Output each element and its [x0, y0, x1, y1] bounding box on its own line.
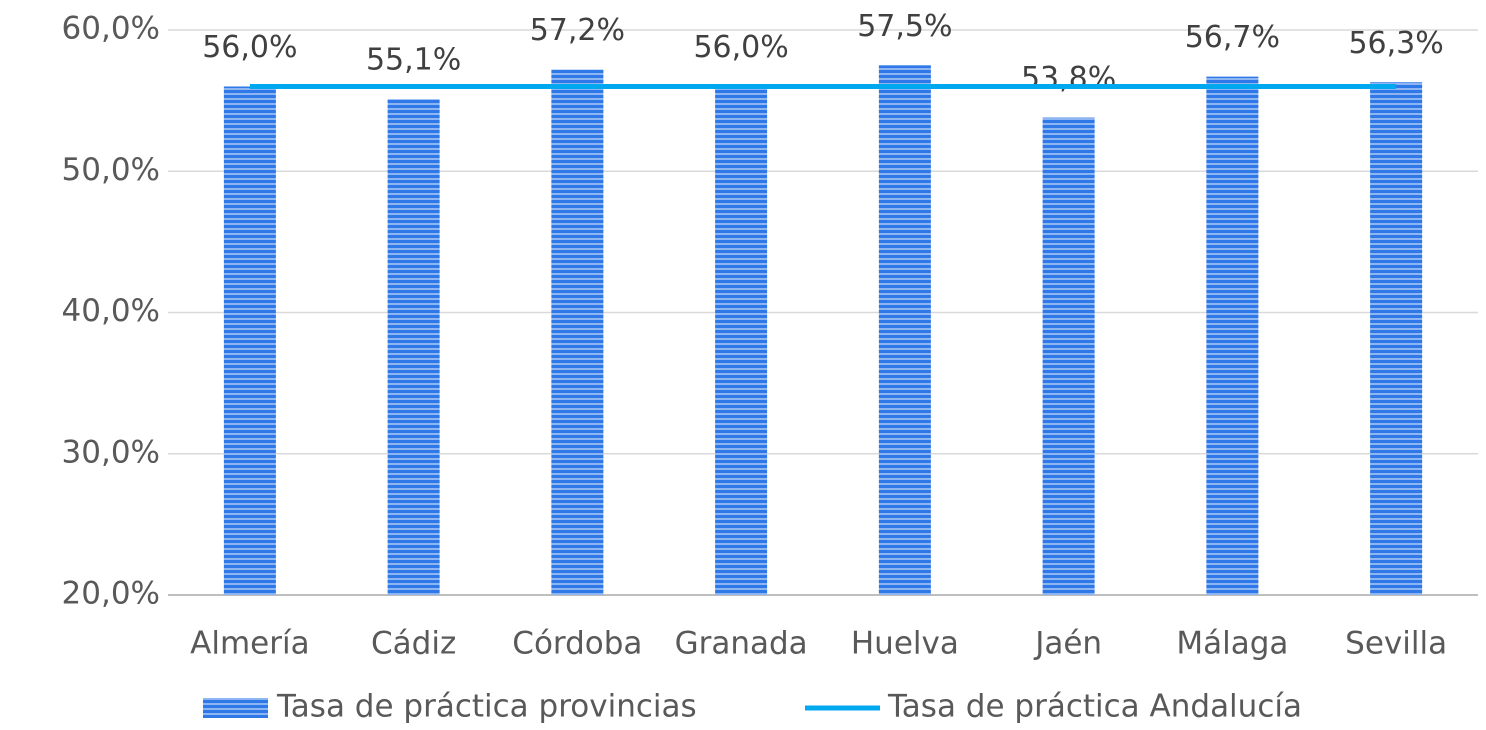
x-tick-label: Cádiz [371, 626, 456, 662]
bar [551, 69, 604, 596]
x-tick-label: Huelva [851, 626, 959, 662]
bar [1042, 117, 1095, 595]
x-tick-label: Sevilla [1345, 626, 1447, 662]
x-tick-label: Jaén [1033, 626, 1102, 662]
bar [223, 86, 276, 595]
bar [878, 65, 931, 595]
y-tick-label: 40,0% [62, 293, 160, 329]
y-tick-label: 30,0% [62, 434, 160, 470]
data-label: 57,5% [857, 9, 952, 44]
data-label: 53,8% [1021, 61, 1116, 96]
y-tick-label: 50,0% [62, 152, 160, 188]
y-tick-label: 20,0% [62, 576, 160, 612]
data-label: 55,1% [366, 43, 461, 78]
data-label: 56,0% [693, 30, 788, 65]
x-tick-label: Granada [675, 626, 808, 662]
bar [1370, 82, 1423, 595]
legend-swatch [203, 698, 268, 718]
data-label: 56,0% [202, 30, 297, 65]
data-label: 56,3% [1348, 26, 1443, 61]
legend-label: Tasa de práctica provincias [276, 689, 697, 725]
x-tick-label: Almería [190, 626, 309, 662]
data-label: 56,7% [1185, 20, 1280, 55]
y-tick-label: 60,0% [62, 11, 160, 47]
data-label: 57,2% [530, 13, 625, 48]
bar [387, 99, 440, 596]
bar [715, 86, 768, 595]
bar [1206, 76, 1259, 596]
x-tick-label: Málaga [1176, 626, 1288, 662]
x-tick-label: Córdoba [512, 626, 642, 662]
legend-label: Tasa de práctica Andalucía [887, 689, 1302, 725]
